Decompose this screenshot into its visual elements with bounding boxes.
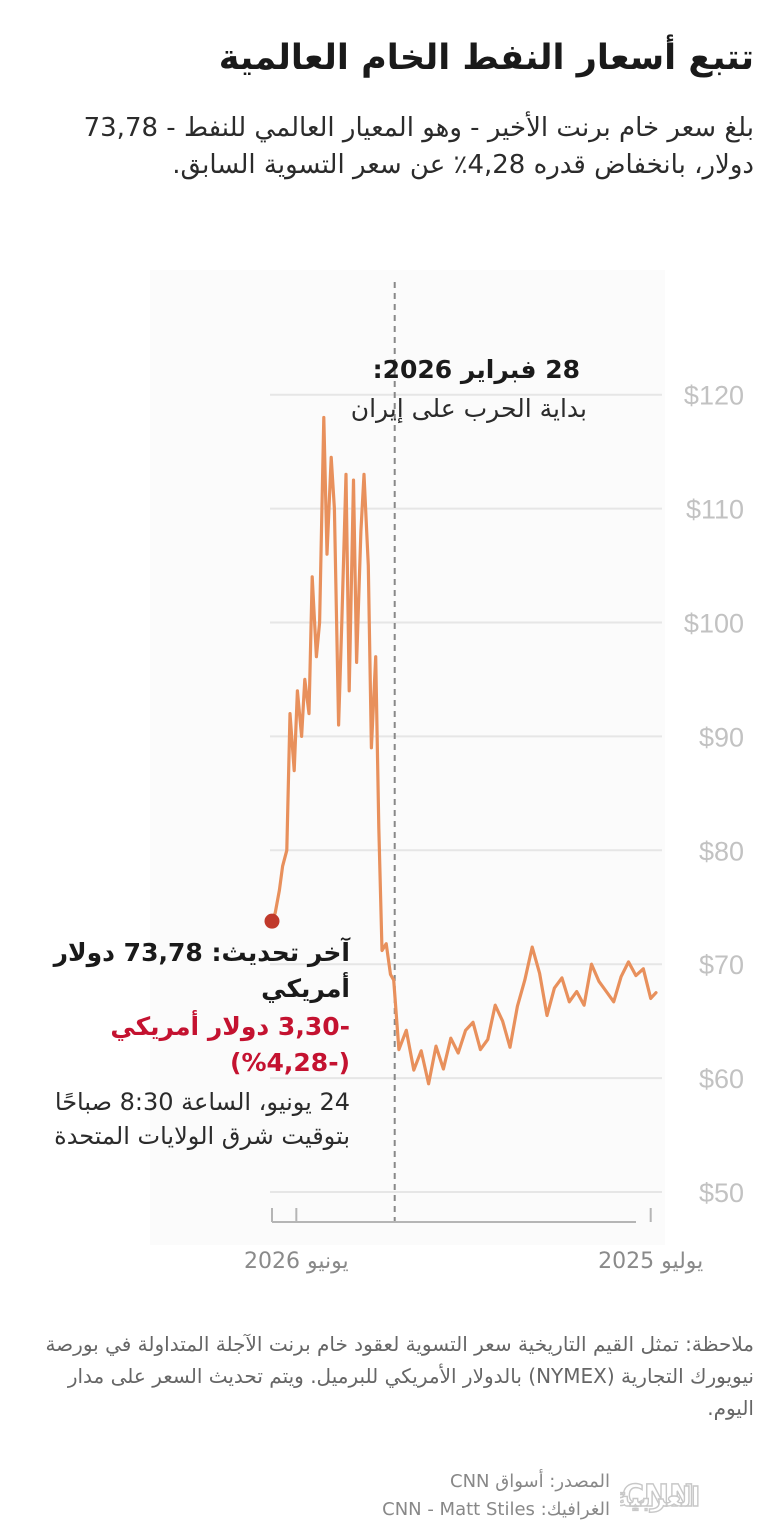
y-tick-label-100: $100 [684, 609, 744, 639]
latest-change-label: -3,30 دولار أمريكي (-4,28%) [110, 1012, 350, 1077]
y-tick-label-60: $60 [699, 1064, 744, 1094]
latest-update-annotation: آخر تحديث: 73,78 دولار أمريكي -3,30 دولا… [20, 935, 350, 1153]
y-axis-labels: $50 $60 $70 $80 $90 $100 $110 $120 [684, 381, 744, 1208]
source-credits: المصدر: أسواق CNN الغرافيك: CNN - Matt S… [382, 1468, 610, 1524]
y-tick-label-50: $50 [699, 1178, 744, 1208]
svg-text:العربية: العربية [620, 1483, 700, 1513]
latest-point-marker [264, 913, 280, 929]
series-line-0 [270, 415, 658, 1086]
y-tick-label-110: $110 [686, 495, 744, 525]
x-tick-label-1: يونيو 2026 [244, 1249, 349, 1274]
page-subtitle: بلغ سعر خام برنت الأخير - وهو المعيار ال… [83, 113, 754, 180]
latest-price-label: آخر تحديث: 73,78 دولار أمريكي [53, 938, 350, 1003]
source-label: المصدر: أسواق CNN [450, 1471, 610, 1492]
page-title: تتبع أسعار النفط الخام العالمية [218, 38, 754, 78]
y-tick-label-80: $80 [699, 836, 744, 866]
graphic-credit: الغرافيك: CNN - Matt Stiles [382, 1499, 610, 1520]
x-tick-label-0: يوليو 2025 [598, 1249, 703, 1274]
grid-lines [270, 393, 662, 1193]
svg-text:CNN: CNN [622, 1479, 694, 1514]
footnote: ملاحظة: تمثل القيم التاريخية سعر التسوية… [45, 1332, 754, 1420]
plot-background [150, 270, 665, 1245]
y-tick-label-70: $70 [699, 950, 744, 980]
x-axis: يوليو 2025 يونيو 2026 [244, 1208, 703, 1274]
series-group [264, 415, 658, 1086]
y-tick-label-90: $90 [699, 722, 744, 752]
event-date-label: 28 فبراير 2026: [372, 355, 580, 384]
price-line-chart: $50$60$70$80$90$100$110$120 يوليو 2025يو… [150, 270, 744, 1274]
event-description: بداية الحرب على إيران [350, 394, 587, 423]
latest-time-label: 24 يونيو، الساعة 8:30 صباحًا بتوقيت شرق … [54, 1088, 350, 1150]
cnn-arabic-logo: CNN العربية [620, 1478, 701, 1514]
y-tick-label-120: $120 [684, 381, 744, 411]
